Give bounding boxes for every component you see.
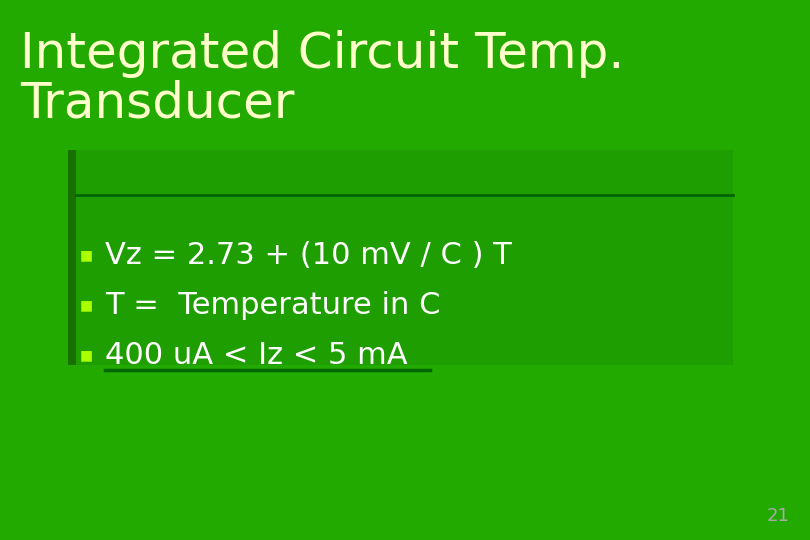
Text: Integrated Circuit Temp.: Integrated Circuit Temp.: [20, 30, 625, 78]
Bar: [68, 150, 733, 365]
Text: T =  Temperature in C: T = Temperature in C: [105, 291, 441, 320]
Text: ■: ■: [80, 348, 93, 362]
Text: 21: 21: [767, 507, 790, 525]
Text: Transducer: Transducer: [20, 80, 295, 128]
Text: 400 uA < Iz < 5 mA: 400 uA < Iz < 5 mA: [105, 341, 407, 369]
Text: Vz = 2.73 + (10 mV / C ) T: Vz = 2.73 + (10 mV / C ) T: [105, 240, 512, 269]
Bar: [68, 150, 76, 365]
Text: ■: ■: [80, 248, 93, 262]
Text: ■: ■: [80, 298, 93, 312]
